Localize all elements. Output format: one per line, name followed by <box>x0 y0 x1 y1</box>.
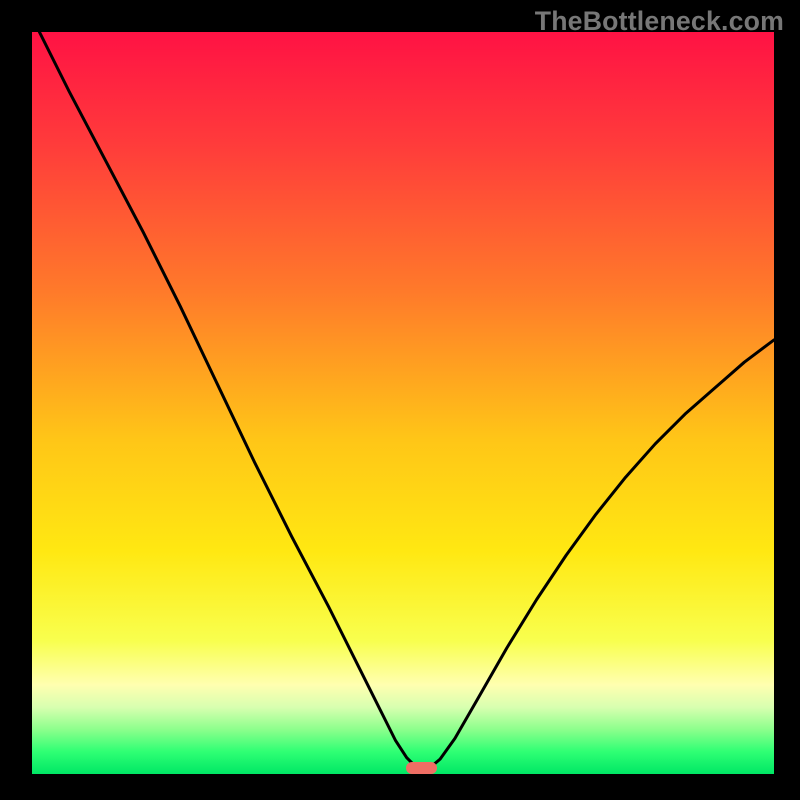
curve-layer <box>32 32 774 774</box>
chart-frame: TheBottleneck.com <box>0 0 800 800</box>
bottleneck-curve <box>39 32 774 768</box>
plot-area <box>32 32 774 774</box>
watermark-text: TheBottleneck.com <box>535 6 784 37</box>
optimum-marker <box>406 762 437 774</box>
